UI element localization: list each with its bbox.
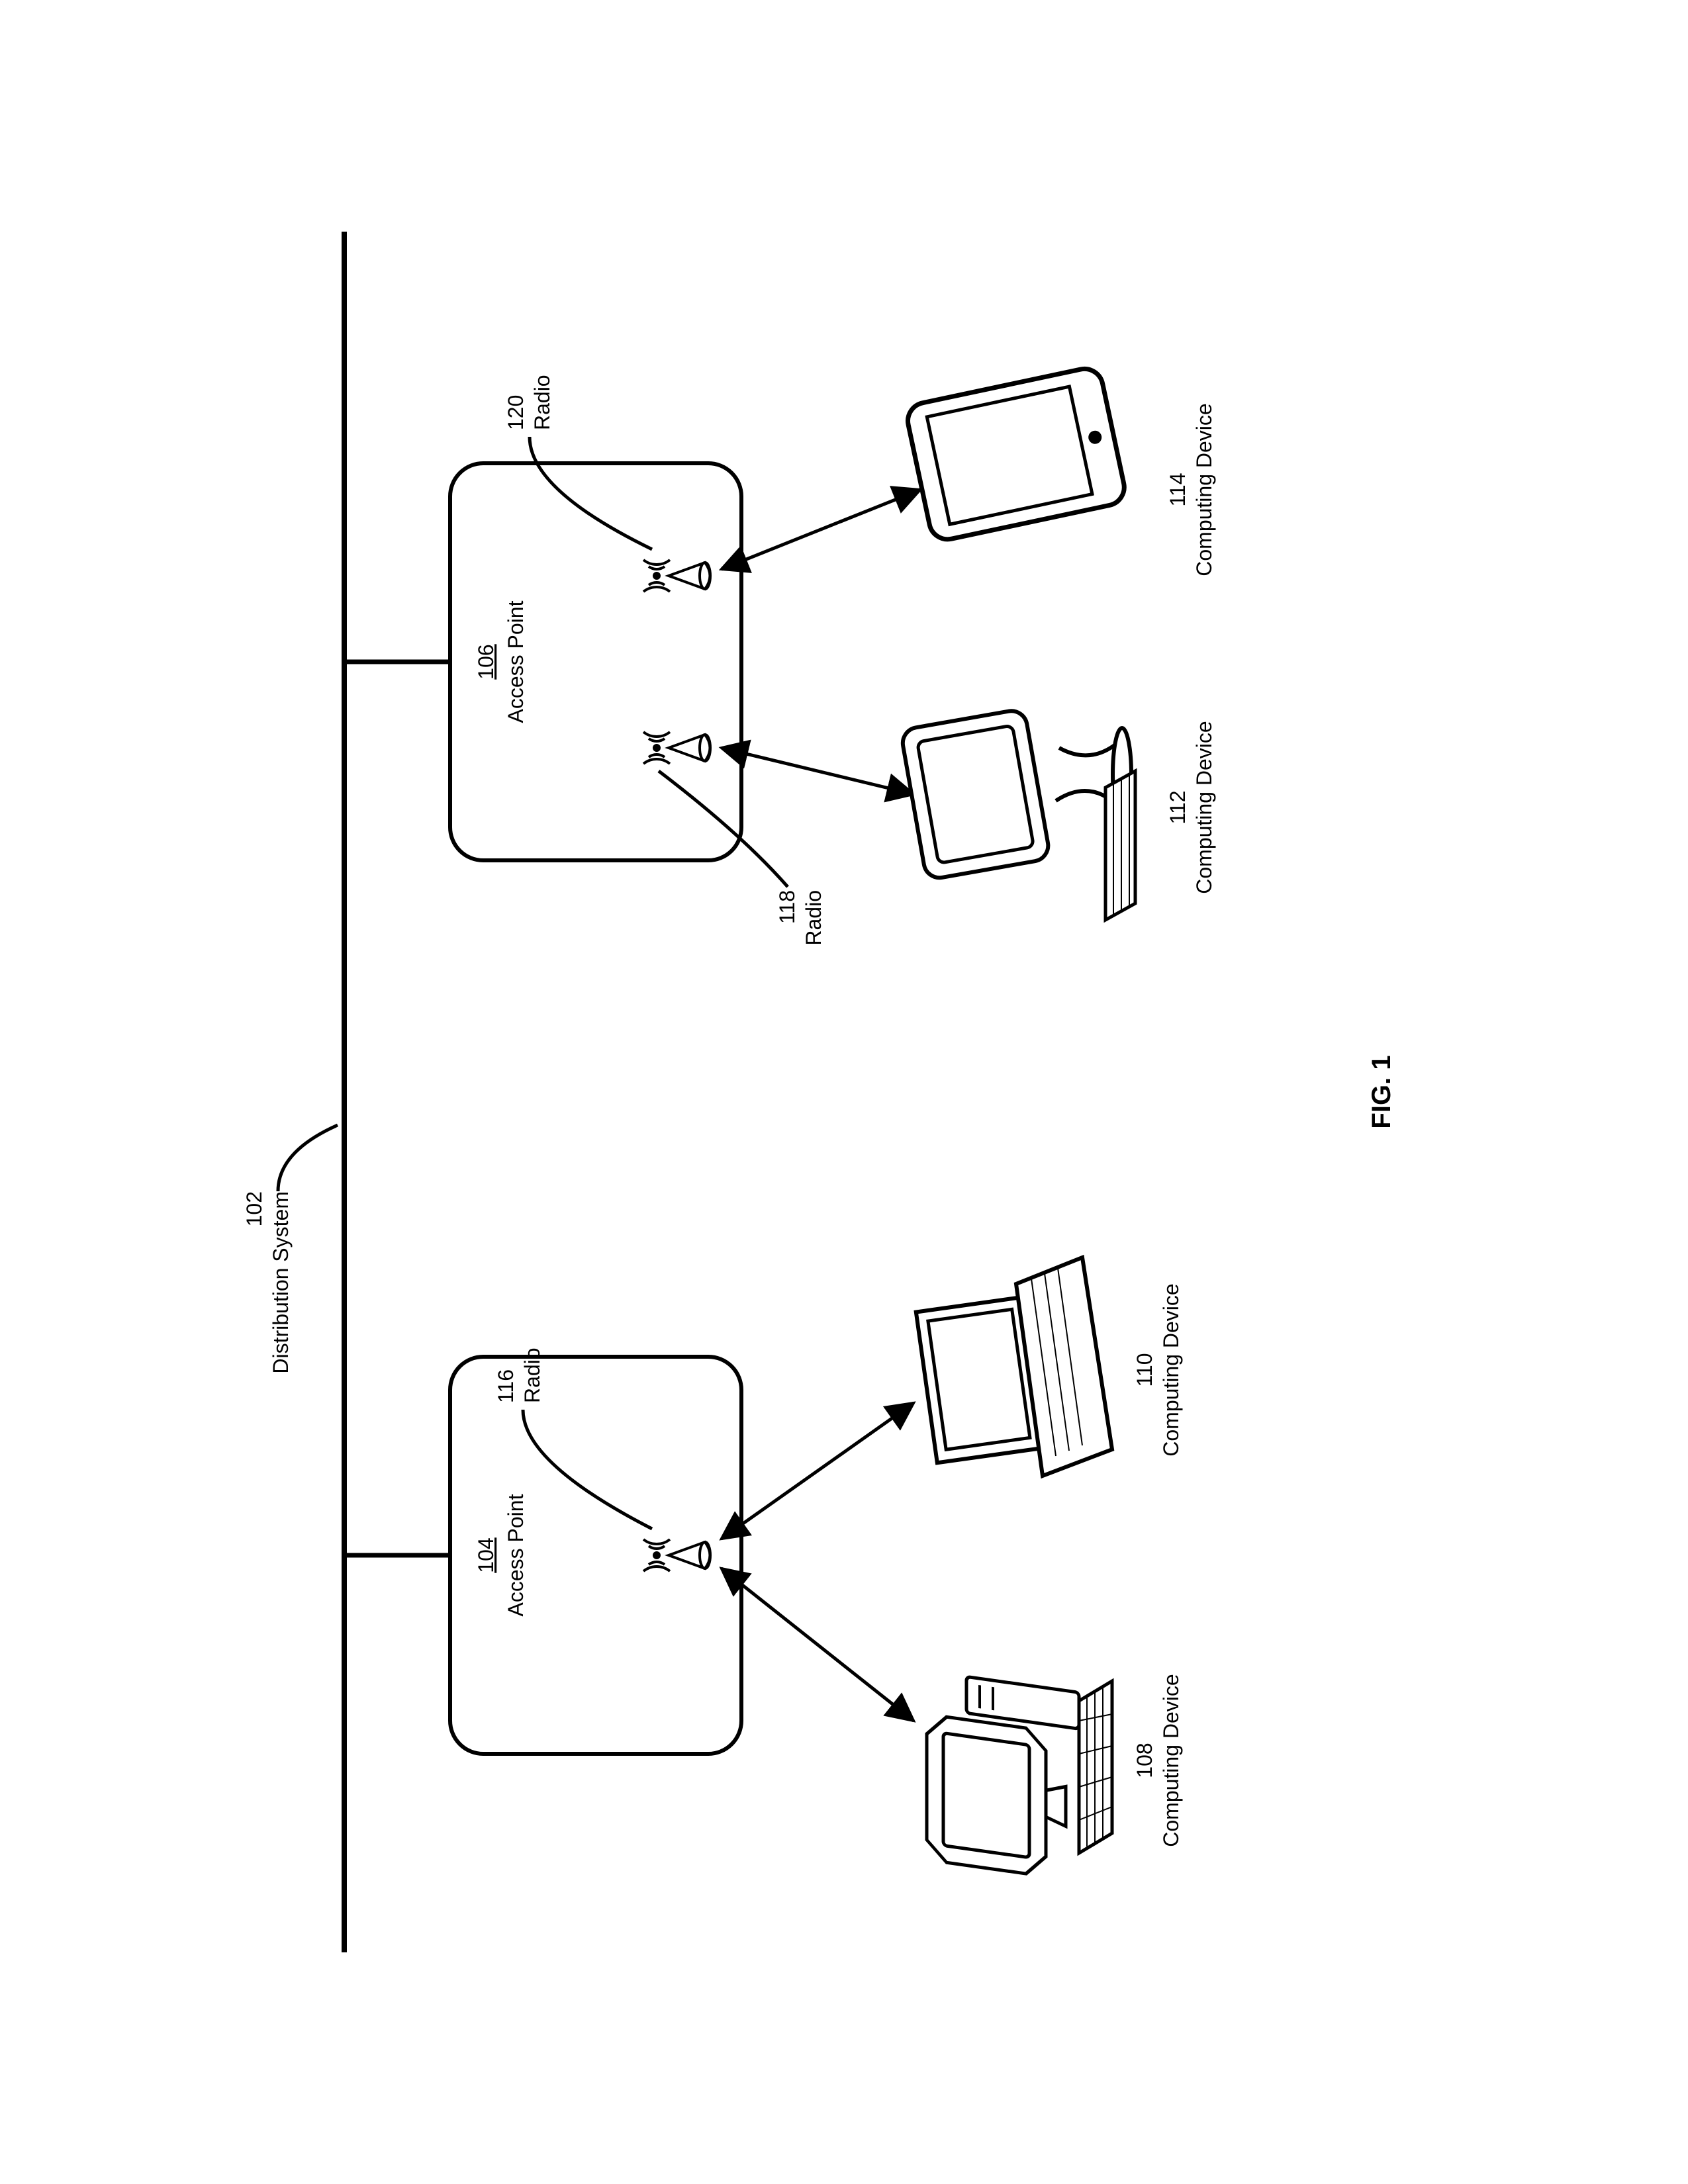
aio-icon xyxy=(900,709,1135,920)
distribution-num: 102 xyxy=(242,1191,266,1226)
diagram-canvas: 102 Distribution System 104 Access Point… xyxy=(0,0,1688,2184)
dev4-num: 114 xyxy=(1166,473,1190,506)
ap2-num: 106 xyxy=(474,644,498,679)
tablet-icon xyxy=(904,365,1127,543)
link-ap2-dev3 xyxy=(722,748,914,794)
ap1-num: 104 xyxy=(474,1537,498,1572)
radio3-num: 120 xyxy=(504,395,528,430)
figure-label: FIG. 1 xyxy=(1367,1055,1396,1128)
radio2-num: 118 xyxy=(775,890,799,924)
dev1-num: 108 xyxy=(1133,1743,1156,1778)
dev2-num: 110 xyxy=(1133,1353,1156,1387)
dev2-label: Computing Device xyxy=(1159,1283,1183,1456)
radio2-label: Radio xyxy=(802,890,825,946)
dev1-label: Computing Device xyxy=(1159,1674,1183,1846)
dev4-label: Computing Device xyxy=(1192,403,1216,576)
ap1-label: Access Point xyxy=(504,1494,528,1616)
link-ap1-dev2 xyxy=(722,1403,914,1539)
link-ap1-dev1 xyxy=(722,1569,914,1721)
dev3-label: Computing Device xyxy=(1192,721,1216,893)
distribution-label: Distribution System xyxy=(269,1191,293,1374)
link-ap2-dev4 xyxy=(722,490,920,569)
radio1-num: 116 xyxy=(494,1369,518,1403)
desktop-icon xyxy=(927,1671,1112,1881)
ap2-label: Access Point xyxy=(504,600,528,723)
callout-102 xyxy=(278,1125,338,1191)
radio3-label: Radio xyxy=(530,375,554,430)
radio1-label: Radio xyxy=(520,1347,544,1403)
laptop-icon xyxy=(916,1257,1112,1476)
dev3-num: 112 xyxy=(1166,790,1190,824)
